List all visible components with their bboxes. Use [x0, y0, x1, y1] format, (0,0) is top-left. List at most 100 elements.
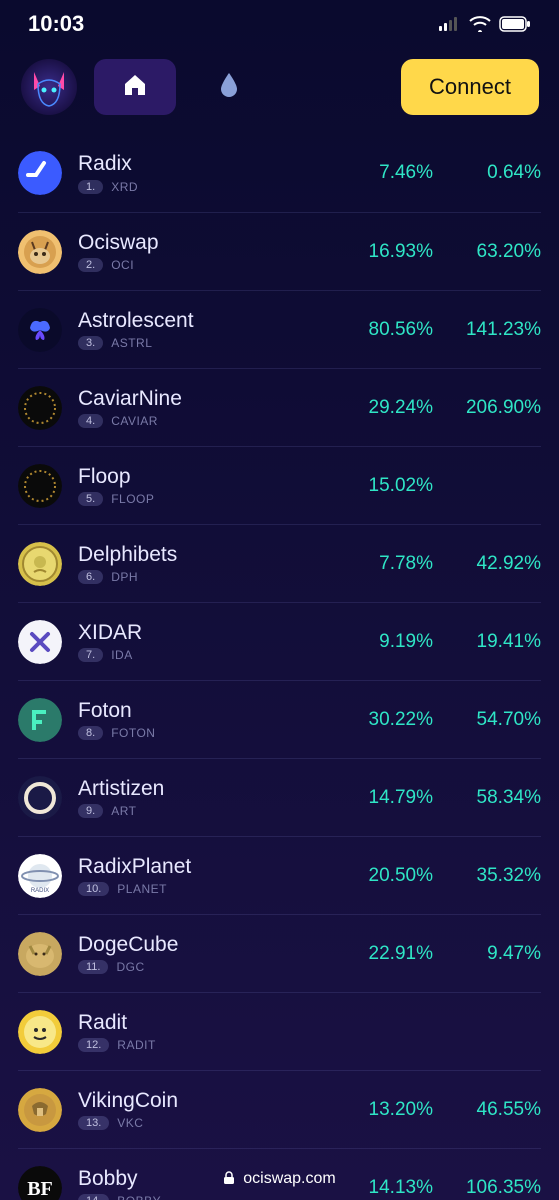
token-rank: 12.	[78, 1038, 109, 1052]
token-info: DogeCube 11. DGC	[78, 933, 325, 974]
token-rank: 10.	[78, 882, 109, 896]
token-name: Radix	[78, 152, 325, 175]
token-row[interactable]: Radix 1. XRD 7.46%0.64%	[18, 134, 541, 212]
token-symbol: FLOOP	[111, 492, 154, 506]
token-icon	[18, 1088, 62, 1132]
token-pct-1: 80.56%	[325, 319, 433, 341]
token-icon	[18, 698, 62, 742]
token-symbol: RADIT	[117, 1038, 156, 1052]
token-name: Delphibets	[78, 543, 325, 566]
token-info: Radix 1. XRD	[78, 152, 325, 193]
token-name: Foton	[78, 699, 325, 722]
token-pct-1: 13.20%	[325, 1099, 433, 1121]
token-symbol: CAVIAR	[111, 414, 158, 428]
token-pct-2: 141.23%	[433, 319, 541, 341]
token-symbol: DPH	[111, 570, 138, 584]
token-symbol: ASTRL	[111, 336, 152, 350]
token-name: RadixPlanet	[78, 855, 325, 878]
token-name: Astrolescent	[78, 309, 325, 332]
token-pct-2: 46.55%	[433, 1099, 541, 1121]
token-row[interactable]: Foton 8. FOTON 30.22%54.70%	[18, 680, 541, 758]
token-name: Ociswap	[78, 231, 325, 254]
token-rank: 3.	[78, 336, 103, 350]
token-pct-2: 54.70%	[433, 709, 541, 731]
token-icon	[18, 776, 62, 820]
token-row[interactable]: VikingCoin 13. VKC 13.20%46.55%	[18, 1070, 541, 1148]
home-icon	[122, 72, 148, 103]
token-row[interactable]: Floop 5. FLOOP 15.02%	[18, 446, 541, 524]
token-pct-1: 16.93%	[325, 241, 433, 263]
token-info: VikingCoin 13. VKC	[78, 1089, 325, 1130]
token-pct-2: 19.41%	[433, 631, 541, 653]
token-rank: 4.	[78, 414, 103, 428]
token-rank: 11.	[78, 960, 108, 974]
token-rank: 8.	[78, 726, 103, 740]
token-row[interactable]: RADIX RadixPlanet 10. PLANET 20.50%35.32…	[18, 836, 541, 914]
token-name: Radit	[78, 1011, 325, 1034]
token-rank: 5.	[78, 492, 103, 506]
token-info: Foton 8. FOTON	[78, 699, 325, 740]
token-info: XIDAR 7. IDA	[78, 621, 325, 662]
token-row[interactable]: Ociswap 2. OCI 16.93%63.20%	[18, 212, 541, 290]
token-symbol: ART	[111, 804, 136, 818]
token-row[interactable]: CaviarNine 4. CAVIAR 29.24%206.90%	[18, 368, 541, 446]
token-icon	[18, 230, 62, 274]
token-name: XIDAR	[78, 621, 325, 644]
token-name: VikingCoin	[78, 1089, 325, 1112]
token-pct-1: 30.22%	[325, 709, 433, 731]
token-symbol: PLANET	[117, 882, 167, 896]
token-pct-2: 63.20%	[433, 241, 541, 263]
token-symbol: IDA	[111, 648, 133, 662]
nav-liquidity[interactable]	[188, 59, 270, 115]
connect-button[interactable]: Connect	[401, 59, 539, 115]
app-logo[interactable]	[20, 58, 78, 116]
token-info: Delphibets 6. DPH	[78, 543, 325, 584]
token-pct-1: 9.19%	[325, 631, 433, 653]
token-icon	[18, 464, 62, 508]
token-symbol: OCI	[111, 258, 134, 272]
token-row[interactable]: XIDAR 7. IDA 9.19%19.41%	[18, 602, 541, 680]
token-symbol: FOTON	[111, 726, 155, 740]
token-pct-1: 15.02%	[325, 475, 433, 497]
token-pct-1: 22.91%	[325, 943, 433, 965]
token-row[interactable]: Astrolescent 3. ASTRL 80.56%141.23%	[18, 290, 541, 368]
token-row[interactable]: Delphibets 6. DPH 7.78%42.92%	[18, 524, 541, 602]
token-rank: 9.	[78, 804, 103, 818]
token-row[interactable]: Radit 12. RADIT	[18, 992, 541, 1070]
token-icon	[18, 151, 62, 195]
token-info: Artistizen 9. ART	[78, 777, 325, 818]
token-pct-2: 42.92%	[433, 553, 541, 575]
token-icon	[18, 308, 62, 352]
token-pct-2: 0.64%	[433, 162, 541, 184]
token-row[interactable]: Artistizen 9. ART 14.79%58.34%	[18, 758, 541, 836]
wifi-icon	[469, 16, 491, 32]
nav-home[interactable]	[94, 59, 176, 115]
token-pct-1: 7.78%	[325, 553, 433, 575]
token-info: Radit 12. RADIT	[78, 1011, 325, 1052]
token-pct-2: 9.47%	[433, 943, 541, 965]
token-pct-1: 7.46%	[325, 162, 433, 184]
token-icon: RADIX	[18, 854, 62, 898]
status-bar: 10:03	[0, 0, 559, 48]
token-icon	[18, 932, 62, 976]
browser-footer: ociswap.com	[0, 1158, 559, 1200]
droplet-icon	[219, 72, 239, 103]
token-icon	[18, 620, 62, 664]
token-info: Floop 5. FLOOP	[78, 465, 325, 506]
token-pct-2: 58.34%	[433, 787, 541, 809]
token-pct-1: 29.24%	[325, 397, 433, 419]
token-name: CaviarNine	[78, 387, 325, 410]
footer-domain: ociswap.com	[243, 1170, 335, 1188]
token-pct-2: 35.32%	[433, 865, 541, 887]
token-info: Ociswap 2. OCI	[78, 231, 325, 272]
token-name: DogeCube	[78, 933, 325, 956]
status-time: 10:03	[28, 11, 84, 37]
battery-icon	[499, 16, 531, 32]
token-list: Radix 1. XRD 7.46%0.64% Ociswap 2. OCI 1…	[0, 126, 559, 1200]
token-icon	[18, 542, 62, 586]
token-rank: 6.	[78, 570, 103, 584]
token-pct-1: 20.50%	[325, 865, 433, 887]
token-rank: 7.	[78, 648, 103, 662]
svg-text:RADIX: RADIX	[31, 888, 49, 894]
token-row[interactable]: DogeCube 11. DGC 22.91%9.47%	[18, 914, 541, 992]
